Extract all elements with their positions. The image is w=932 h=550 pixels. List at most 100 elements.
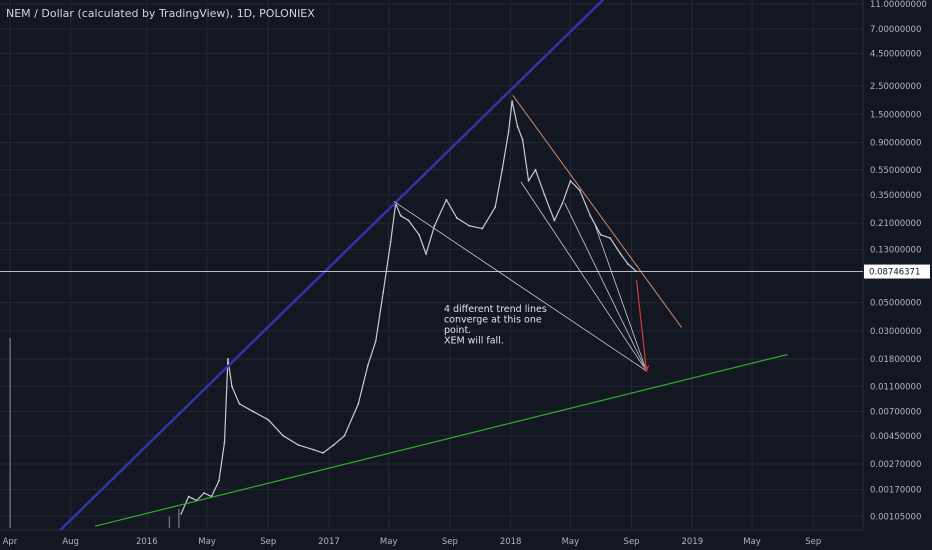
trend-line[interactable]	[564, 202, 647, 372]
price-point	[187, 495, 190, 498]
x-tick-label: Sep	[805, 537, 821, 547]
y-tick-label: 0.01100000	[870, 382, 921, 392]
volume-bars	[9, 338, 180, 528]
x-tick-label: 2017	[318, 537, 340, 547]
y-tick-label: 0.00700000	[870, 407, 921, 417]
price-point	[507, 130, 510, 133]
price-point	[374, 339, 377, 342]
y-tick-label: 0.00270000	[870, 460, 921, 470]
price-point	[425, 253, 427, 255]
current-price-marker: 0.08746371	[0, 264, 930, 279]
annotation-line: XEM will fall.	[444, 336, 504, 347]
price-point	[282, 434, 285, 437]
trend-line[interactable]	[520, 181, 647, 372]
price-point	[455, 217, 458, 219]
annotation-line: point.	[444, 325, 471, 336]
arrow-head[interactable]	[642, 365, 650, 373]
trend-line[interactable]	[53, 0, 604, 537]
x-tick-label: Sep	[442, 537, 458, 547]
price-point	[203, 492, 205, 494]
price-point	[521, 138, 524, 141]
price-point	[418, 233, 420, 236]
price-point	[494, 206, 497, 209]
price-point	[589, 214, 592, 217]
price-point	[511, 100, 514, 103]
price-point	[297, 444, 300, 447]
x-tick-label: Sep	[624, 537, 640, 547]
price-point	[251, 410, 254, 413]
price-point	[578, 189, 581, 192]
price-point	[322, 452, 324, 454]
y-tick-label: 0.55000000	[870, 166, 921, 176]
price-point	[609, 237, 612, 240]
volume-bar	[168, 516, 171, 528]
arrow-shaft[interactable]	[635, 279, 648, 372]
price-point	[445, 198, 448, 201]
price-point	[227, 358, 229, 360]
price-point	[619, 253, 622, 255]
price-point	[343, 434, 346, 437]
trend-line[interactable]	[94, 354, 788, 527]
price-point	[180, 512, 183, 515]
price-point	[468, 224, 471, 227]
price-point	[561, 202, 564, 205]
y-tick-label: 2.50000000	[870, 82, 921, 92]
price-point	[238, 403, 241, 405]
trend-line[interactable]	[594, 225, 647, 372]
price-point	[501, 168, 504, 171]
arrow-annotation[interactable]	[635, 279, 650, 373]
price-point	[332, 444, 335, 447]
grid	[0, 0, 863, 530]
x-tick-label: May	[743, 537, 761, 547]
price-line	[180, 100, 637, 514]
y-tick-label: 0.90000000	[870, 139, 921, 149]
x-tick-label: 2018	[500, 537, 522, 547]
volume-bar	[178, 509, 180, 528]
y-tick-label: 0.05000000	[870, 299, 921, 309]
price-point	[627, 263, 629, 266]
price-point	[534, 168, 537, 171]
time-axis[interactable]: Apr Aug 2016 May Sep 2017 May Sep 2018 May Sep 2019…	[3, 537, 822, 547]
price-point	[527, 179, 530, 182]
x-tick-label: May	[380, 537, 398, 547]
price-point	[231, 385, 233, 388]
y-tick-label: 0.35000000	[870, 191, 921, 201]
y-tick-label: 0.21000000	[870, 219, 921, 229]
y-tick-label: 7.00000000	[870, 25, 921, 35]
price-point	[382, 291, 385, 294]
current-price-label: 0.08746371	[869, 268, 920, 278]
y-tick-label: 4.50000000	[870, 49, 921, 59]
price-point	[223, 441, 226, 444]
time-axis-background	[0, 530, 932, 550]
price-point	[543, 193, 546, 196]
price-point	[553, 219, 556, 222]
trend-line[interactable]	[393, 201, 647, 372]
price-point	[357, 403, 360, 405]
y-tick-label: 0.00450000	[870, 432, 921, 442]
price-point	[218, 479, 220, 482]
x-tick-label: Sep	[260, 537, 276, 547]
y-tick-label: 0.01800000	[870, 355, 921, 365]
y-tick-label: 0.03000000	[870, 327, 921, 337]
price-point	[389, 240, 392, 243]
current-price-badge	[864, 264, 930, 279]
price-axis[interactable]: 11.00000000 7.00000000 4.50000000 2.5000000…	[870, 0, 927, 522]
price-point	[267, 418, 270, 421]
annotation-line: 4 different trend lines	[444, 304, 547, 315]
price-point	[433, 224, 436, 227]
y-tick-label: 11.00000000	[870, 0, 927, 10]
price-point	[569, 179, 572, 182]
x-tick-label: Aug	[62, 537, 79, 547]
price-point	[407, 219, 410, 222]
trend-lines[interactable]	[53, 0, 788, 537]
y-tick-label: 1.50000000	[870, 110, 921, 120]
x-tick-label: Apr	[3, 537, 18, 547]
trend-line[interactable]	[512, 95, 682, 328]
price-point	[312, 448, 315, 451]
price-point	[399, 214, 402, 217]
x-tick-label: May	[198, 537, 216, 547]
